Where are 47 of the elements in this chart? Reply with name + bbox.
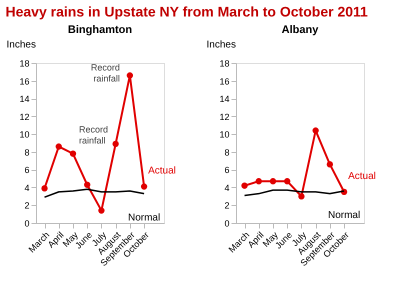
chart-title: Albany: [282, 24, 320, 36]
y-tick-label: 12: [219, 112, 230, 122]
point: [126, 72, 134, 79]
y-axis-title: Inches: [206, 40, 236, 50]
point: [312, 127, 319, 134]
point: [112, 140, 119, 148]
annotation: Record rainfall: [90, 62, 120, 84]
y-tick-label: 2: [224, 200, 230, 211]
point: [270, 178, 276, 184]
y-tick-label: 16: [219, 76, 230, 86]
y-tick-label: 0: [24, 218, 30, 228]
y-tick-label: 18: [19, 58, 30, 68]
y-axis-title: Inches: [6, 40, 36, 50]
annotation: Record rainfall: [78, 124, 108, 146]
y-tick-label: 6: [24, 165, 30, 176]
series-label: Normal: [328, 210, 360, 221]
point: [326, 161, 334, 168]
point: [56, 143, 62, 150]
chart-title: Binghamton: [68, 24, 132, 36]
series-label: Actual: [148, 166, 176, 177]
point: [41, 185, 48, 192]
point: [241, 182, 248, 189]
y-tick-label: 2: [24, 200, 30, 211]
y-tick-label: 8: [24, 147, 30, 158]
y-tick-label: 16: [19, 76, 30, 86]
point: [284, 178, 290, 184]
y-tick-label: 14: [19, 94, 30, 104]
line-series: [44, 188, 145, 198]
y-tick-label: 4: [224, 182, 230, 193]
y-tick-label: 10: [219, 130, 230, 140]
point: [70, 150, 76, 157]
text: Heavy rains in Upstate NY from March to October 2011: [6, 4, 368, 20]
y-tick-label: 4: [24, 182, 30, 193]
point: [256, 178, 262, 184]
y-tick-label: 12: [19, 112, 30, 122]
y-tick-label: 18: [219, 58, 230, 68]
y-tick-label: 14: [219, 94, 230, 104]
text: Normal: [128, 212, 160, 224]
point: [140, 183, 148, 190]
y-tick-label: 0: [224, 218, 230, 228]
point: [84, 182, 90, 188]
y-tick-label: 8: [224, 147, 230, 158]
point: [98, 207, 105, 214]
y-tick-label: 6: [224, 165, 230, 176]
series-label: Actual: [348, 170, 376, 182]
point: [298, 193, 305, 200]
y-tick-label: 10: [19, 130, 30, 140]
